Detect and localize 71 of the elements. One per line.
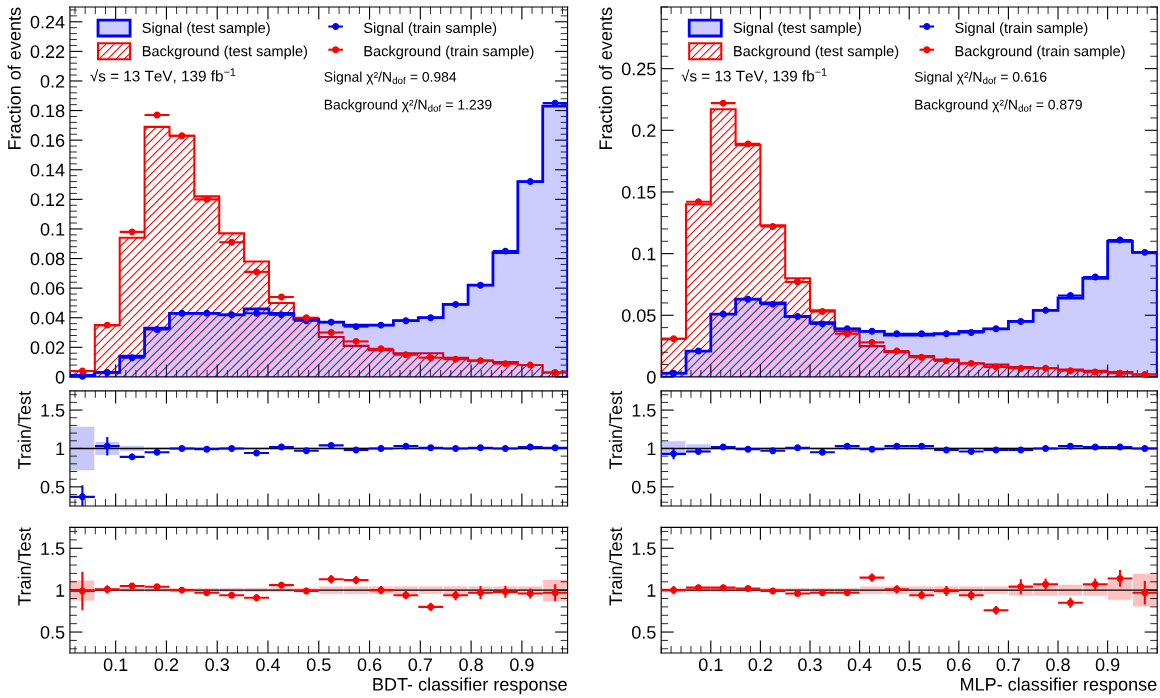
- y-tick-label: 0.16: [30, 134, 65, 147]
- y-axis-title: Fraction of events: [7, 7, 21, 149]
- x-tick-label: 0.2: [154, 658, 179, 672]
- x-tick-label: 0.8: [459, 658, 483, 672]
- y-tick-label: 1: [647, 442, 656, 456]
- legend-label: Signal (test sample): [142, 22, 270, 36]
- y-tick-label: 0.5: [631, 625, 656, 639]
- x-axis-title: BDT- classifier response: [373, 677, 567, 695]
- legend-label: Signal (test sample): [733, 22, 861, 36]
- y-tick-label: 0.1: [40, 222, 65, 236]
- annotation: Background χ²/N$_{dof}$ = 1.239: [324, 99, 492, 113]
- y-axis-title: Train/Test: [17, 527, 31, 606]
- y-axis-title: Fraction of events: [598, 7, 613, 149]
- x-tick-label: 0.6: [357, 658, 382, 672]
- y-tick-label: 0.5: [40, 625, 65, 639]
- y-tick-label: 0.2: [631, 124, 656, 138]
- y-tick-label: 0.24: [30, 15, 65, 29]
- y-tick-label: 0.15: [621, 185, 656, 199]
- legend-label: Background (train sample): [364, 45, 534, 60]
- y-tick-label: 0.05: [621, 309, 656, 322]
- x-tick-label: 0.1: [698, 658, 723, 672]
- annotation: Background χ²/N$_{dof}$ = 0.879: [915, 99, 1082, 113]
- y-tick-label: 0.08: [30, 252, 65, 266]
- annotation: √s = 13 TeV, 139 fb$^{−1}$: [90, 68, 236, 84]
- x-tick-label: 0.9: [510, 658, 534, 672]
- y-tick-label: 0.5: [631, 480, 656, 494]
- y-tick-label: 0: [55, 370, 65, 384]
- y-axis-title: Train/Test: [608, 527, 623, 606]
- x-tick-label: 0.4: [847, 658, 872, 672]
- y-tick-label: 0: [647, 370, 656, 384]
- y-tick-label: 0.22: [30, 45, 65, 59]
- y-tick-label: 0.25: [621, 62, 656, 76]
- y-tick-label: 1: [56, 442, 65, 456]
- x-axis-title: MLP- classifier response: [961, 677, 1157, 695]
- legend-label: Signal (train sample): [955, 22, 1088, 36]
- y-tick-label: 0.5: [40, 480, 65, 494]
- y-tick-label: 1.5: [41, 404, 65, 417]
- annotation: Signal χ²/N$_{dof}$ = 0.984: [324, 71, 457, 85]
- x-tick-label: 0.7: [996, 658, 1021, 672]
- legend-label: Signal (train sample): [363, 22, 497, 36]
- x-tick-label: 0.5: [897, 658, 921, 672]
- y-tick-label: 0.1: [631, 247, 656, 261]
- x-tick-label: 0.3: [798, 658, 822, 672]
- y-tick-label: 1.5: [632, 542, 656, 555]
- x-tick-label: 0.9: [1095, 658, 1120, 672]
- y-tick-label: 0.06: [30, 282, 65, 295]
- y-tick-label: 1: [56, 584, 65, 597]
- x-tick-label: 0.8: [1046, 658, 1070, 672]
- y-tick-label: 0.12: [30, 193, 65, 207]
- y-tick-label: 1.5: [41, 542, 65, 555]
- y-tick-label: 0.14: [30, 163, 65, 177]
- x-tick-label: 0.2: [748, 658, 773, 672]
- y-tick-label: 0.02: [30, 341, 65, 355]
- x-tick-label: 0.5: [306, 658, 331, 672]
- x-tick-label: 0.7: [408, 658, 432, 672]
- legend-label: Background (test sample): [734, 45, 899, 60]
- x-tick-label: 0.1: [103, 658, 128, 672]
- x-tick-label: 0.3: [205, 658, 229, 672]
- y-axis-title: Train/Test: [608, 391, 623, 470]
- y-tick-label: 0.18: [30, 104, 65, 118]
- annotation: Signal χ²/N$_{dof}$ = 0.616: [914, 71, 1047, 85]
- y-tick-label: 1: [647, 584, 656, 597]
- x-tick-label: 0.6: [946, 658, 971, 672]
- legend-label: Background (test sample): [142, 45, 308, 60]
- annotation: √s = 13 TeV, 139 fb$^{−1}$: [681, 68, 827, 84]
- legend-label: Background (train sample): [955, 45, 1125, 60]
- y-axis-title: Train/Test: [17, 391, 31, 470]
- y-tick-label: 0.2: [40, 74, 65, 88]
- x-tick-label: 0.4: [256, 658, 281, 672]
- y-tick-label: 1.5: [632, 404, 656, 417]
- y-tick-label: 0.04: [30, 311, 65, 325]
